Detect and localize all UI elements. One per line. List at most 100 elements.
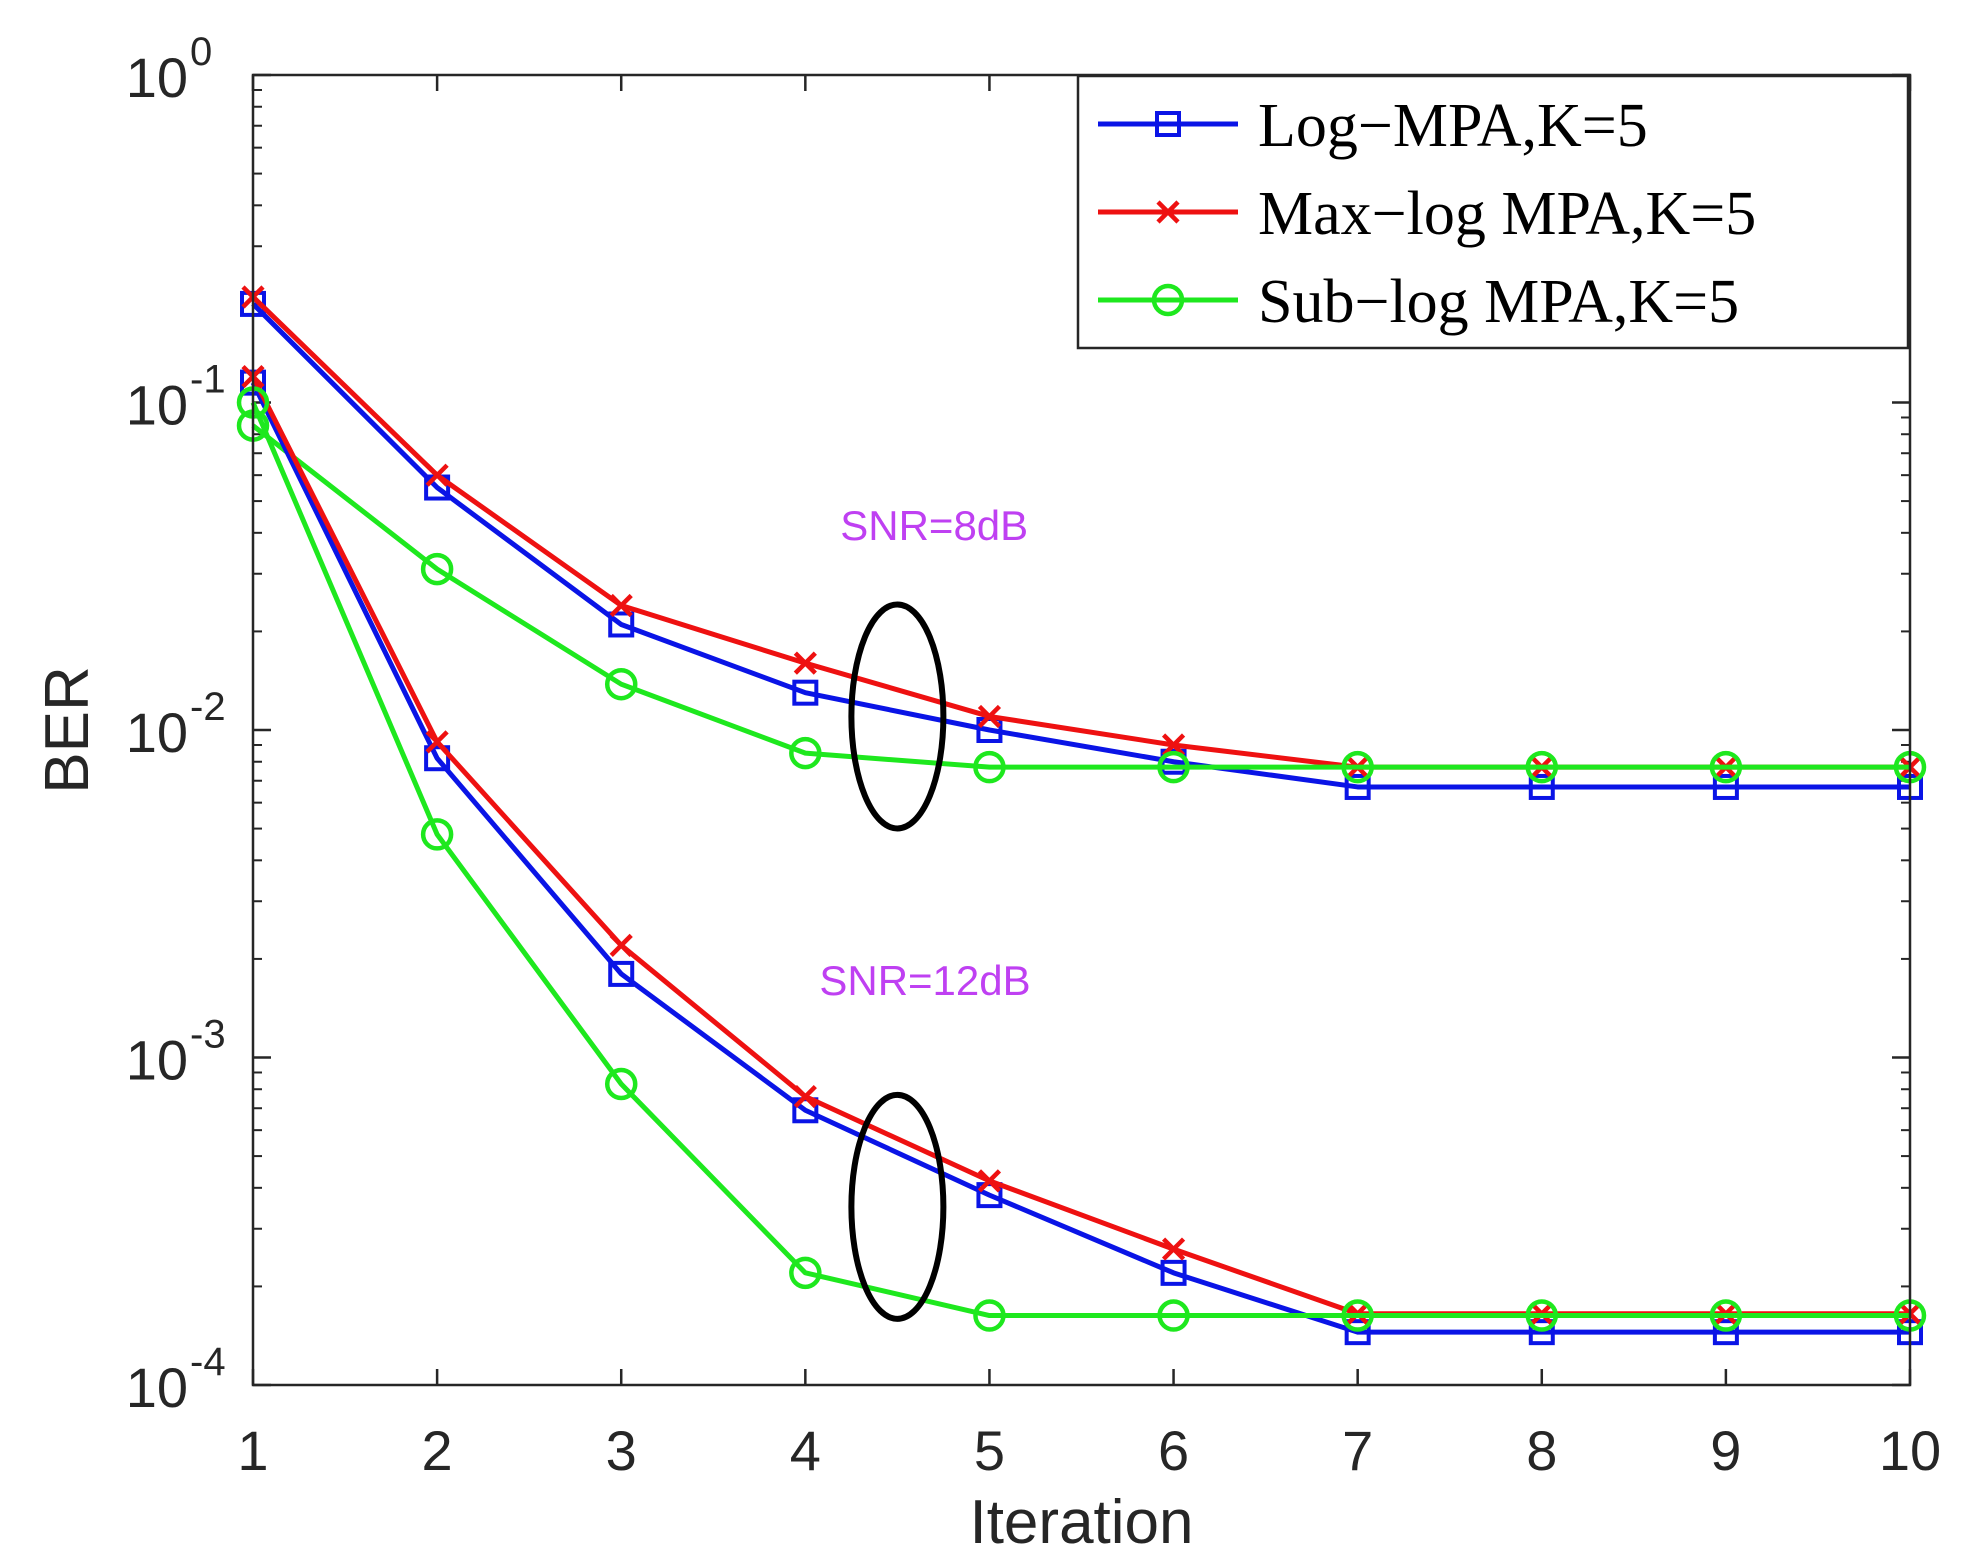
legend-label: Log−MPA,K=5 [1258, 92, 1648, 160]
y-tick-exponent: -2 [190, 685, 226, 729]
square-marker [1712, 1319, 1739, 1346]
square-marker [1155, 111, 1181, 137]
legend-label: Sub−log MPA,K=5 [1258, 268, 1739, 336]
x-marker [793, 1084, 817, 1109]
x-tick-label: 2 [422, 1419, 453, 1482]
y-tick-label: 10 -1 [126, 358, 226, 437]
x-marker-stroke [793, 651, 817, 675]
square-marker [792, 679, 819, 706]
x-marker-stroke [609, 593, 633, 618]
legend-label: Max−log MPA,K=5 [1258, 180, 1756, 248]
x-tick-label: 6 [1158, 1419, 1189, 1482]
x-tick-label: 10 [1879, 1419, 1941, 1482]
circle-marker [1709, 1299, 1743, 1332]
x-tick-label: 4 [790, 1419, 821, 1482]
x-tick-label: 1 [237, 1419, 268, 1482]
snr-annotation: SNR=8dB [840, 502, 1028, 549]
y-tick-label: 10 -4 [126, 1340, 226, 1419]
square-marker [1160, 1259, 1187, 1286]
x-marker [425, 730, 449, 754]
circle-marker [1525, 1299, 1559, 1332]
circle-marker [420, 818, 454, 851]
circle-marker [1341, 1299, 1374, 1332]
legend: Log−MPA,K=5 Max−log MPA,K=5 Sub−log MPA,K=… [1076, 74, 1910, 350]
x-marker [977, 1169, 1002, 1193]
x-tick-label: 8 [1526, 1419, 1557, 1482]
series-line [250, 381, 1910, 1335]
circle-marker [1151, 283, 1185, 317]
circle-marker [973, 750, 1006, 784]
series-line [251, 423, 1910, 770]
x-marker-stroke [1161, 733, 1186, 757]
y-tick-base: 10 [126, 374, 188, 437]
x-tick-label: 7 [1342, 1419, 1373, 1482]
circle-marker [420, 552, 454, 586]
y-tick-label: 10 -3 [126, 1013, 226, 1092]
x-marker [977, 704, 1002, 729]
x-marker [425, 463, 449, 487]
y-tick-exponent: -4 [190, 1340, 226, 1384]
x-marker-stroke [425, 730, 449, 754]
x-marker-stroke [609, 933, 633, 957]
legend-entry: Max−log MPA,K=5 [1098, 180, 1756, 248]
y-axis-label: BER [33, 666, 102, 793]
y-tick-label: 10 0 [126, 30, 213, 109]
circle-marker [973, 1299, 1006, 1332]
square-marker [1712, 773, 1739, 800]
y-tick-exponent: -1 [190, 358, 226, 402]
y-tick-exponent: -3 [190, 1013, 226, 1057]
x-marker [1161, 1237, 1186, 1261]
circle-marker [1341, 750, 1374, 784]
y-tick-base: 10 [126, 1356, 188, 1419]
annotation-layer: SNR=8dB SNR=12dB [819, 502, 1031, 1322]
circle-marker [1525, 750, 1559, 784]
square-marker [1344, 1319, 1371, 1346]
circle-marker [789, 1256, 822, 1290]
y-tick-base: 10 [126, 1029, 188, 1092]
x-marker-stroke [977, 704, 1002, 729]
series-layer [236, 285, 1927, 1346]
series-line [251, 302, 1910, 790]
x-marker-stroke [977, 1169, 1002, 1193]
square-marker [608, 960, 635, 987]
legend-entry: Log−MPA,K=5 [1098, 92, 1648, 160]
x-axis-label: Iteration [969, 1488, 1193, 1554]
x-marker-stroke [793, 1084, 817, 1109]
y-tick-label: 10 -2 [126, 685, 226, 764]
y-tick-base: 10 [126, 46, 188, 109]
y-tick-base: 10 [126, 701, 188, 764]
circle-marker [604, 667, 638, 701]
series-2 [236, 409, 1927, 784]
circle-marker [789, 736, 822, 770]
x-marker-stroke [1156, 200, 1180, 224]
square-marker [424, 745, 451, 772]
square-marker [1528, 1319, 1555, 1346]
x-tick-label: 9 [1710, 1419, 1741, 1482]
series-0 [240, 290, 1923, 800]
x-tick-label: 5 [974, 1419, 1005, 1482]
x-marker [1161, 733, 1186, 757]
series-line [250, 401, 1910, 1319]
x-marker [793, 651, 817, 675]
circle-marker [1157, 750, 1190, 784]
x-marker [1156, 200, 1180, 224]
snr-annotation: SNR=12dB [819, 957, 1030, 1004]
x-marker [609, 593, 633, 618]
x-tick-label: 3 [606, 1419, 637, 1482]
square-marker [1528, 773, 1555, 800]
legend-entry: Sub−log MPA,K=5 [1098, 268, 1739, 336]
square-marker [1344, 773, 1371, 800]
group-ellipse [848, 601, 947, 832]
y-tick-exponent: 0 [190, 30, 212, 74]
circle-marker [604, 1067, 638, 1101]
square-marker [976, 1182, 1003, 1209]
circle-marker [1157, 1299, 1190, 1332]
square-marker [608, 611, 635, 638]
x-marker [609, 933, 633, 957]
group-ellipse [848, 1091, 947, 1322]
x-marker-stroke [1161, 1237, 1186, 1261]
circle-marker [1709, 750, 1743, 784]
x-marker-stroke [425, 463, 449, 487]
